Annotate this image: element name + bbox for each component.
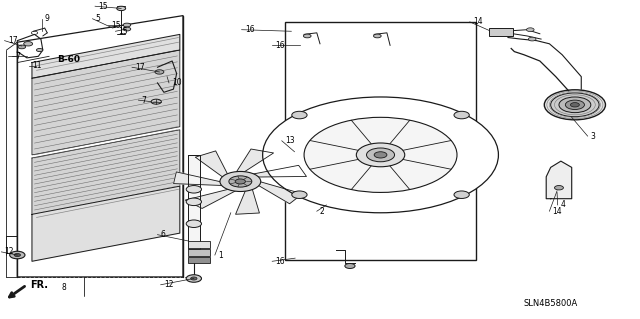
Circle shape xyxy=(356,143,404,167)
Circle shape xyxy=(529,37,536,41)
Circle shape xyxy=(155,70,164,74)
Circle shape xyxy=(559,97,591,113)
Text: 6: 6 xyxy=(161,230,166,239)
Text: 7: 7 xyxy=(15,52,20,61)
Circle shape xyxy=(303,34,311,38)
Circle shape xyxy=(345,263,355,269)
Polygon shape xyxy=(32,130,180,214)
Circle shape xyxy=(367,148,394,162)
Polygon shape xyxy=(185,189,237,208)
Circle shape xyxy=(186,220,202,227)
Circle shape xyxy=(262,97,499,213)
Bar xyxy=(188,241,211,248)
Text: 9: 9 xyxy=(45,14,49,23)
Circle shape xyxy=(570,103,579,107)
Text: 5: 5 xyxy=(96,14,100,23)
Circle shape xyxy=(18,45,26,49)
Circle shape xyxy=(24,41,33,46)
Circle shape xyxy=(186,275,202,282)
Circle shape xyxy=(123,23,131,27)
Circle shape xyxy=(186,198,202,205)
Circle shape xyxy=(191,277,197,280)
Bar xyxy=(188,249,211,256)
Polygon shape xyxy=(173,172,225,186)
Bar xyxy=(188,256,211,263)
Circle shape xyxy=(229,176,252,187)
Circle shape xyxy=(220,172,260,191)
Text: SLN4B5800A: SLN4B5800A xyxy=(524,299,578,308)
Text: 2: 2 xyxy=(320,207,324,216)
Circle shape xyxy=(10,251,25,259)
Text: 17: 17 xyxy=(8,36,17,45)
Circle shape xyxy=(36,48,43,52)
Text: 17: 17 xyxy=(135,63,145,72)
Text: 14: 14 xyxy=(552,207,562,216)
Text: 13: 13 xyxy=(285,136,294,145)
Circle shape xyxy=(304,117,457,192)
Text: 7: 7 xyxy=(141,96,147,105)
Circle shape xyxy=(565,100,584,109)
Text: 15: 15 xyxy=(99,2,108,11)
Text: 3: 3 xyxy=(591,132,596,141)
Polygon shape xyxy=(236,149,273,173)
Circle shape xyxy=(292,191,307,198)
Circle shape xyxy=(14,254,20,256)
Circle shape xyxy=(116,6,125,11)
Text: 15: 15 xyxy=(118,27,128,36)
Circle shape xyxy=(527,28,534,32)
Polygon shape xyxy=(195,151,228,178)
Polygon shape xyxy=(546,161,572,199)
Text: 8: 8 xyxy=(62,283,67,293)
Circle shape xyxy=(454,111,469,119)
Polygon shape xyxy=(251,165,307,177)
Bar xyxy=(188,155,200,249)
Text: B-60: B-60 xyxy=(58,55,81,64)
Text: 12: 12 xyxy=(164,280,173,289)
Polygon shape xyxy=(236,188,259,214)
Polygon shape xyxy=(32,34,180,78)
Circle shape xyxy=(292,111,307,119)
Text: 4: 4 xyxy=(561,200,566,210)
Circle shape xyxy=(374,152,387,158)
Text: 15: 15 xyxy=(111,20,121,29)
Text: FR.: FR. xyxy=(30,280,48,290)
Circle shape xyxy=(374,34,381,38)
Bar xyxy=(489,28,513,36)
Polygon shape xyxy=(32,50,180,155)
Text: 12: 12 xyxy=(4,248,14,256)
Text: 16: 16 xyxy=(245,25,255,34)
Polygon shape xyxy=(257,181,302,204)
Circle shape xyxy=(454,191,469,198)
Text: 10: 10 xyxy=(172,78,182,87)
Circle shape xyxy=(550,93,599,117)
Text: 16: 16 xyxy=(275,41,285,50)
Polygon shape xyxy=(17,16,183,277)
Polygon shape xyxy=(32,186,180,261)
Bar xyxy=(285,22,476,260)
Text: 11: 11 xyxy=(32,61,42,70)
Text: 14: 14 xyxy=(473,17,483,26)
Text: 16: 16 xyxy=(275,257,285,266)
Circle shape xyxy=(186,186,202,193)
Circle shape xyxy=(544,90,605,120)
Circle shape xyxy=(236,179,246,184)
Circle shape xyxy=(554,186,563,190)
Circle shape xyxy=(123,27,131,31)
Text: 1: 1 xyxy=(218,250,223,260)
